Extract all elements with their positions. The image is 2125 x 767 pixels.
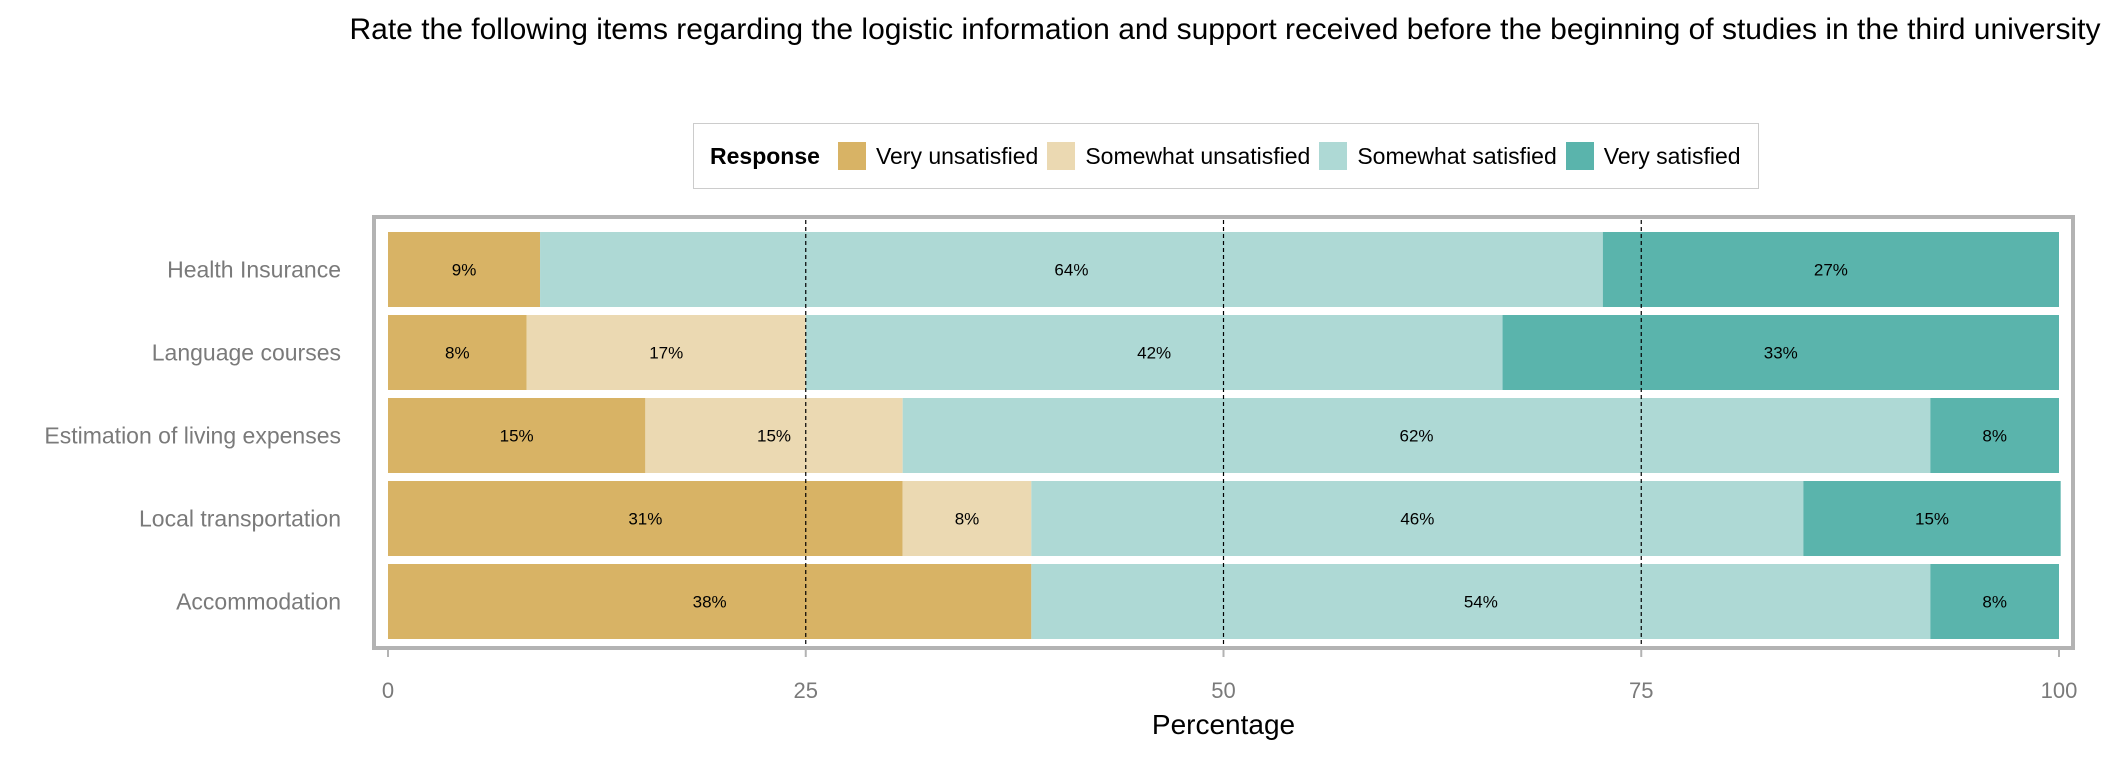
bar-value-label: 15% xyxy=(1915,510,1949,529)
bar-somewhat-satisfied xyxy=(805,315,1503,390)
bar-very-satisfied xyxy=(1930,398,2059,473)
bar-very-satisfied xyxy=(1602,232,2059,307)
plot-border xyxy=(372,215,2075,650)
bar-very-satisfied xyxy=(1502,315,2059,390)
legend-title: Response xyxy=(710,142,820,169)
bar-somewhat-satisfied xyxy=(1031,481,1804,556)
bar-value-label: 8% xyxy=(445,344,470,363)
legend-swatch xyxy=(1047,142,1076,170)
bar-very-unsatisfied xyxy=(388,481,903,556)
bar-somewhat-unsatisfied xyxy=(526,315,806,390)
bar-very-satisfied xyxy=(1930,564,2059,639)
category-label: Estimation of living expenses xyxy=(44,423,341,449)
bar-somewhat-unsatisfied xyxy=(645,398,903,473)
category-label: Language courses xyxy=(152,340,341,366)
bar-very-unsatisfied xyxy=(388,398,646,473)
x-tick-label: 75 xyxy=(1629,678,1653,703)
chart-title: Rate the following items regarding the l… xyxy=(349,13,2101,46)
bar-value-label: 33% xyxy=(1764,344,1798,363)
bar-somewhat-satisfied xyxy=(540,232,1603,307)
legend-label: Somewhat unsatisfied xyxy=(1085,142,1311,169)
bar-value-label: 42% xyxy=(1137,344,1171,363)
bar-value-label: 64% xyxy=(1054,261,1088,280)
legend-item-very-unsatisfied: Very unsatisfied xyxy=(837,142,1039,170)
legend-item-somewhat-satisfied: Somewhat satisfied xyxy=(1319,142,1557,170)
legend-swatch xyxy=(1319,142,1348,170)
bar-very-satisfied xyxy=(1803,481,2061,556)
bar-value-label: 8% xyxy=(1982,427,2007,446)
legend-label: Very satisfied xyxy=(1603,142,1741,169)
category-label: Health Insurance xyxy=(167,257,341,283)
legend-item-somewhat-unsatisfied: Somewhat unsatisfied xyxy=(1047,142,1310,170)
x-tick-label: 0 xyxy=(382,678,394,703)
bar-value-label: 15% xyxy=(500,427,534,446)
legend-label: Very unsatisfied xyxy=(875,142,1039,169)
bar-value-label: 38% xyxy=(693,593,727,612)
bar-value-label: 8% xyxy=(955,510,980,529)
bar-value-label: 9% xyxy=(452,261,477,280)
bar-very-unsatisfied xyxy=(388,564,1032,639)
bar-value-label: 46% xyxy=(1400,510,1434,529)
bar-very-unsatisfied xyxy=(388,315,527,390)
category-label: Accommodation xyxy=(176,589,341,615)
bar-value-label: 62% xyxy=(1399,427,1433,446)
bar-value-label: 27% xyxy=(1814,261,1848,280)
legend-swatch xyxy=(1565,142,1594,170)
bar-somewhat-satisfied xyxy=(1031,564,1931,639)
legend: Response Very unsatisfied Somewhat unsat… xyxy=(693,123,1759,189)
category-label: Local transportation xyxy=(139,506,341,532)
x-tick-label: 25 xyxy=(794,678,818,703)
bar-very-unsatisfied xyxy=(388,232,541,307)
bar-value-label: 54% xyxy=(1464,593,1498,612)
legend-swatch xyxy=(837,142,866,170)
bar-somewhat-satisfied xyxy=(902,398,1931,473)
bar-value-label: 8% xyxy=(1982,593,2007,612)
legend-item-very-satisfied: Very satisfied xyxy=(1565,142,1741,170)
x-tick-label: 50 xyxy=(1211,678,1235,703)
x-tick-label: 100 xyxy=(2041,678,2078,703)
bar-value-label: 17% xyxy=(649,344,683,363)
legend-label: Somewhat satisfied xyxy=(1357,142,1557,169)
bar-value-label: 31% xyxy=(628,510,662,529)
bar-somewhat-unsatisfied xyxy=(902,481,1032,556)
x-axis-title: Percentage xyxy=(1152,709,1295,740)
bar-value-label: 15% xyxy=(757,427,791,446)
